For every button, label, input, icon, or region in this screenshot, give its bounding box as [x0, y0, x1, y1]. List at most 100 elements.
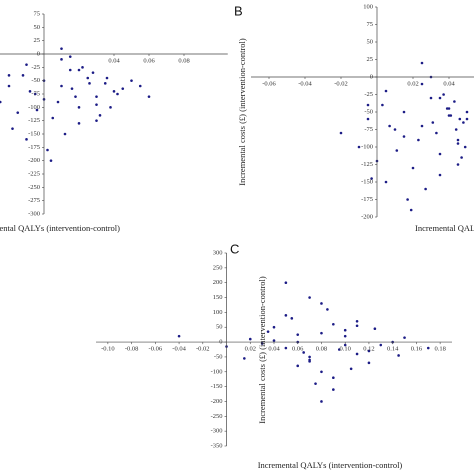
point	[384, 180, 388, 184]
y-tick-label: 0	[370, 73, 373, 80]
point	[465, 110, 469, 114]
x-tick-label: 0.08	[316, 346, 327, 353]
point	[409, 208, 413, 212]
point	[0, 100, 2, 104]
point	[397, 354, 400, 357]
point	[60, 47, 63, 50]
point	[326, 308, 329, 311]
point	[33, 92, 37, 96]
point	[429, 96, 433, 100]
point	[68, 55, 72, 58]
point	[462, 121, 465, 124]
point	[284, 346, 288, 350]
point	[112, 90, 116, 93]
point	[320, 370, 323, 374]
point	[420, 82, 424, 86]
point	[447, 114, 451, 117]
y-tick-label: -150	[28, 130, 40, 137]
point	[284, 314, 288, 317]
point	[320, 400, 323, 403]
y-tick-label: 300	[213, 249, 223, 256]
point	[402, 110, 406, 114]
point	[370, 177, 373, 180]
y-tick-label: -25	[31, 64, 40, 71]
point	[355, 319, 359, 323]
point	[420, 61, 424, 65]
y-tick-label: -150	[211, 383, 223, 390]
x-tick-label: 0.02	[245, 346, 256, 353]
y-tick-label: -125	[361, 161, 373, 168]
x-tick-label: -0.06	[149, 346, 163, 353]
point	[109, 106, 112, 109]
point	[420, 124, 424, 128]
point	[46, 148, 49, 152]
point	[456, 138, 460, 142]
y-tick-label: -150	[361, 178, 373, 185]
point	[403, 336, 406, 339]
point	[51, 116, 55, 120]
y-tick-label: -75	[364, 126, 373, 133]
x-tick-label: -0.04	[172, 346, 186, 353]
y-axis-label: Incremental costs (£) (intervention-cont…	[257, 276, 267, 424]
point	[302, 351, 305, 354]
point	[454, 128, 458, 131]
x-tick-label: 0.08	[178, 57, 189, 64]
y-tick-label: -350	[211, 442, 223, 449]
x-axis-label: Incremental QALYs (intervention-control)	[415, 223, 474, 233]
point	[366, 117, 370, 121]
y-tick-label: 75	[34, 10, 41, 17]
point	[7, 74, 11, 77]
point	[16, 111, 20, 114]
y-tick-label: 200	[213, 279, 223, 286]
point	[95, 119, 98, 122]
point	[243, 357, 246, 360]
y-tick-label: -175	[361, 196, 373, 203]
x-tick-label: 0.06	[143, 57, 155, 64]
point	[388, 124, 391, 128]
point	[60, 58, 63, 61]
point	[116, 92, 119, 96]
point	[121, 87, 125, 90]
point	[68, 68, 72, 72]
y-axis-label: Incremental costs (£) (intervention-cont…	[237, 38, 247, 186]
x-tick-label: 0.10	[340, 346, 351, 353]
point	[308, 355, 311, 359]
point	[98, 114, 102, 117]
point	[384, 89, 388, 93]
point	[130, 79, 133, 82]
y-tick-label: -200	[28, 157, 40, 164]
point	[308, 360, 311, 363]
x-tick-label: 0.06	[292, 346, 304, 353]
x-tick-label: 0.12	[363, 346, 374, 353]
x-tick-label: 0.18	[434, 346, 445, 353]
point	[355, 352, 359, 356]
point	[355, 324, 359, 328]
point	[56, 100, 60, 104]
point	[373, 327, 377, 331]
point	[25, 138, 28, 141]
point	[431, 121, 435, 124]
y-tick-label: -100	[361, 143, 373, 150]
point	[343, 334, 347, 338]
x-tick-label: -0.06	[262, 80, 276, 87]
point	[103, 82, 107, 85]
point	[25, 63, 28, 66]
y-tick-label: 50	[34, 24, 41, 31]
y-tick-label: 25	[367, 56, 374, 63]
point	[86, 76, 90, 80]
y-tick-label: 50	[367, 38, 374, 45]
point	[442, 93, 445, 96]
y-tick-label: -50	[31, 77, 40, 84]
y-tick-label: 100	[213, 309, 223, 316]
point	[260, 342, 264, 345]
x-axis-label: Incremental QALYs (intervention-control)	[0, 223, 120, 233]
point	[424, 187, 427, 191]
point	[296, 333, 300, 336]
point	[438, 173, 442, 177]
point	[77, 106, 81, 109]
point	[381, 103, 384, 107]
y-tick-label: 75	[367, 21, 374, 28]
point	[77, 68, 81, 72]
y-tick-label: -200	[211, 398, 223, 405]
